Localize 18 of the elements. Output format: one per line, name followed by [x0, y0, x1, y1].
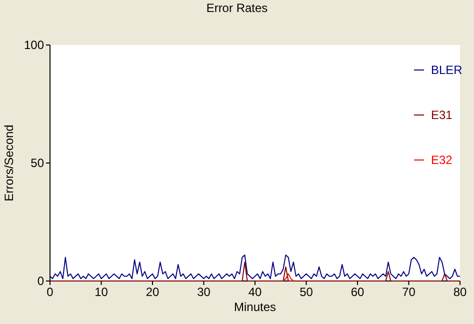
- x-tick-label: 10: [94, 285, 108, 299]
- y-axis-title: Errors/Second: [2, 124, 16, 202]
- x-tick-label: 50: [300, 285, 314, 299]
- x-tick-label: 80: [453, 285, 467, 299]
- x-tick-label: 30: [197, 285, 211, 299]
- x-tick-label: 40: [248, 285, 262, 299]
- legend-label: E32: [431, 153, 453, 167]
- y-tick-label: 50: [30, 156, 44, 170]
- legend-label: BLER: [431, 63, 463, 77]
- x-tick-label: 70: [402, 285, 416, 299]
- legend-label: E31: [431, 108, 453, 122]
- y-tick-label: 100: [24, 38, 44, 52]
- x-axis-title: Minutes: [234, 300, 276, 314]
- x-tick-label: 20: [146, 285, 160, 299]
- y-tick-label: 0: [37, 274, 44, 288]
- x-tick-label: 0: [46, 285, 54, 299]
- x-tick-label: 60: [350, 285, 364, 299]
- chart-title: Error Rates: [206, 1, 268, 15]
